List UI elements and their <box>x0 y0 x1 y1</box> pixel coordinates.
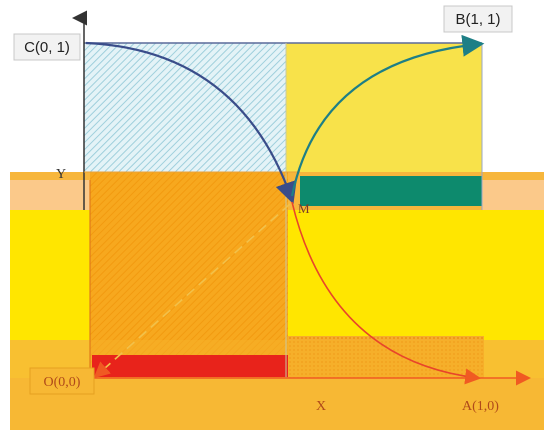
curve-m-to-a <box>291 201 482 385</box>
label-m: M <box>298 201 310 216</box>
label-b: B(1, 1) <box>455 11 500 28</box>
label-y: Y <box>56 167 66 182</box>
hatched-blue-region <box>84 43 286 173</box>
label-b-box <box>443 5 513 33</box>
yellow-upper-region <box>286 43 482 173</box>
label-a: A(1,0) <box>462 399 499 414</box>
orange-light-patch-right <box>482 180 544 210</box>
teal-bar <box>300 176 482 206</box>
label-o: O(0,0) <box>44 375 81 390</box>
orange-light-patch-left <box>10 180 90 210</box>
label-c: C(0, 1) <box>24 39 70 56</box>
red-bar <box>92 355 288 377</box>
curve-c-to-m <box>85 41 297 205</box>
yellow-left-strip <box>10 210 90 340</box>
yellow-lower-region <box>288 210 484 336</box>
curve-m-to-b <box>290 34 485 197</box>
bottom-base <box>10 378 544 430</box>
label-o-box <box>29 367 95 395</box>
label-x: X <box>316 399 326 414</box>
dashed-m-to-o <box>93 203 291 379</box>
label-c-box <box>13 33 81 61</box>
yellow-right-strip <box>482 210 544 340</box>
